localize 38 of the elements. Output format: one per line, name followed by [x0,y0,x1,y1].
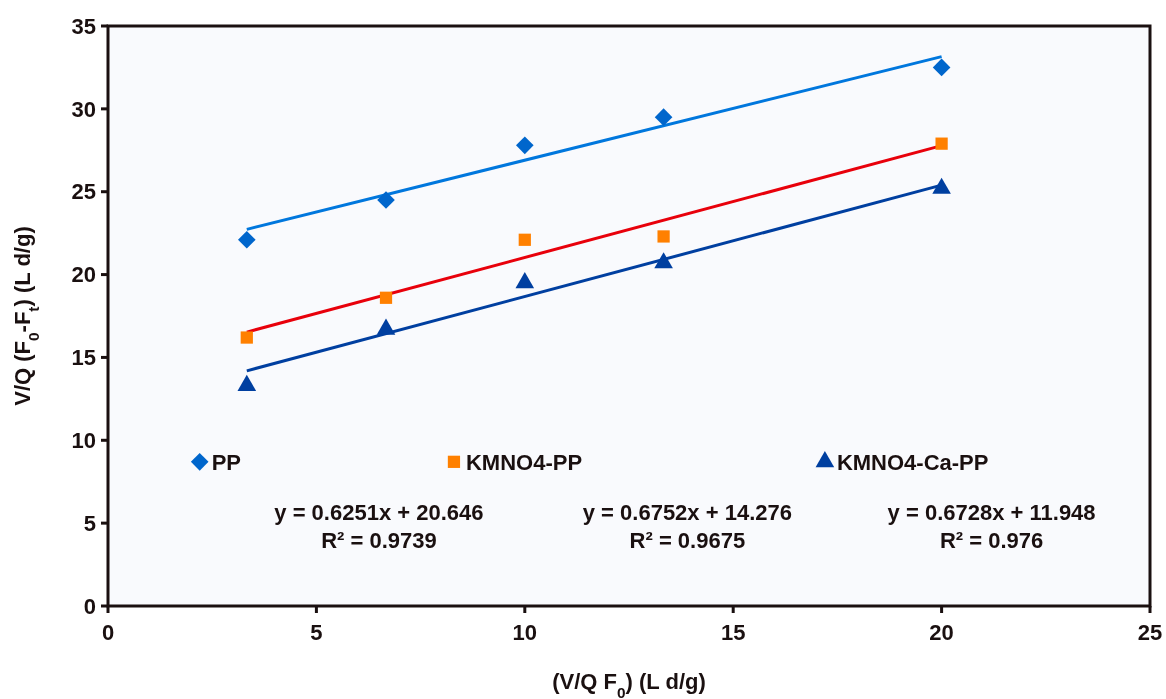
annotation: y = 0.6251x + 20.646 [274,499,484,525]
annotation: R² = 0.9675 [629,527,746,553]
annotation: R² = 0.9739 [321,527,437,553]
point [654,252,673,269]
point [376,318,396,335]
y-tick-label: 30 [71,96,96,122]
point [237,374,257,391]
point [377,191,395,209]
legend-label: KMNO4-Ca-PP [836,449,989,475]
y-tick-label: 35 [71,13,96,39]
y-tick-label: 5 [83,510,96,536]
y-tick-label: 0 [83,593,96,619]
x-tick-label: 10 [512,620,538,645]
x-tick-label: 15 [720,620,746,645]
y-tick-label: 20 [71,262,96,288]
annotation: y = 0.6728x + 11.948 [887,499,1096,525]
legend-label: KMNO4-PP [465,449,583,475]
point [515,136,534,155]
x-tick-label: 25 [1137,620,1163,645]
point [932,58,951,77]
x-axis-title: (V/Q F$_{0}$) (L d/g) [552,669,706,699]
x-tick-label: 5 [310,620,323,645]
point [240,331,253,344]
x-tick-label: 20 [929,620,954,645]
point [935,137,948,150]
point [518,233,531,246]
x-tick-label: 0 [101,620,115,645]
point [654,108,673,126]
y-tick-label: 25 [71,179,96,205]
point [515,272,535,289]
legend-label: PP [211,449,242,475]
point [379,291,393,304]
y-tick-label: 10 [71,427,96,453]
point [237,230,256,249]
point [657,230,670,243]
annotation: y = 0.6752x + 14.276 [582,499,792,525]
y-tick-label: 15 [71,345,96,371]
annotation: R² = 0.976 [939,527,1044,553]
